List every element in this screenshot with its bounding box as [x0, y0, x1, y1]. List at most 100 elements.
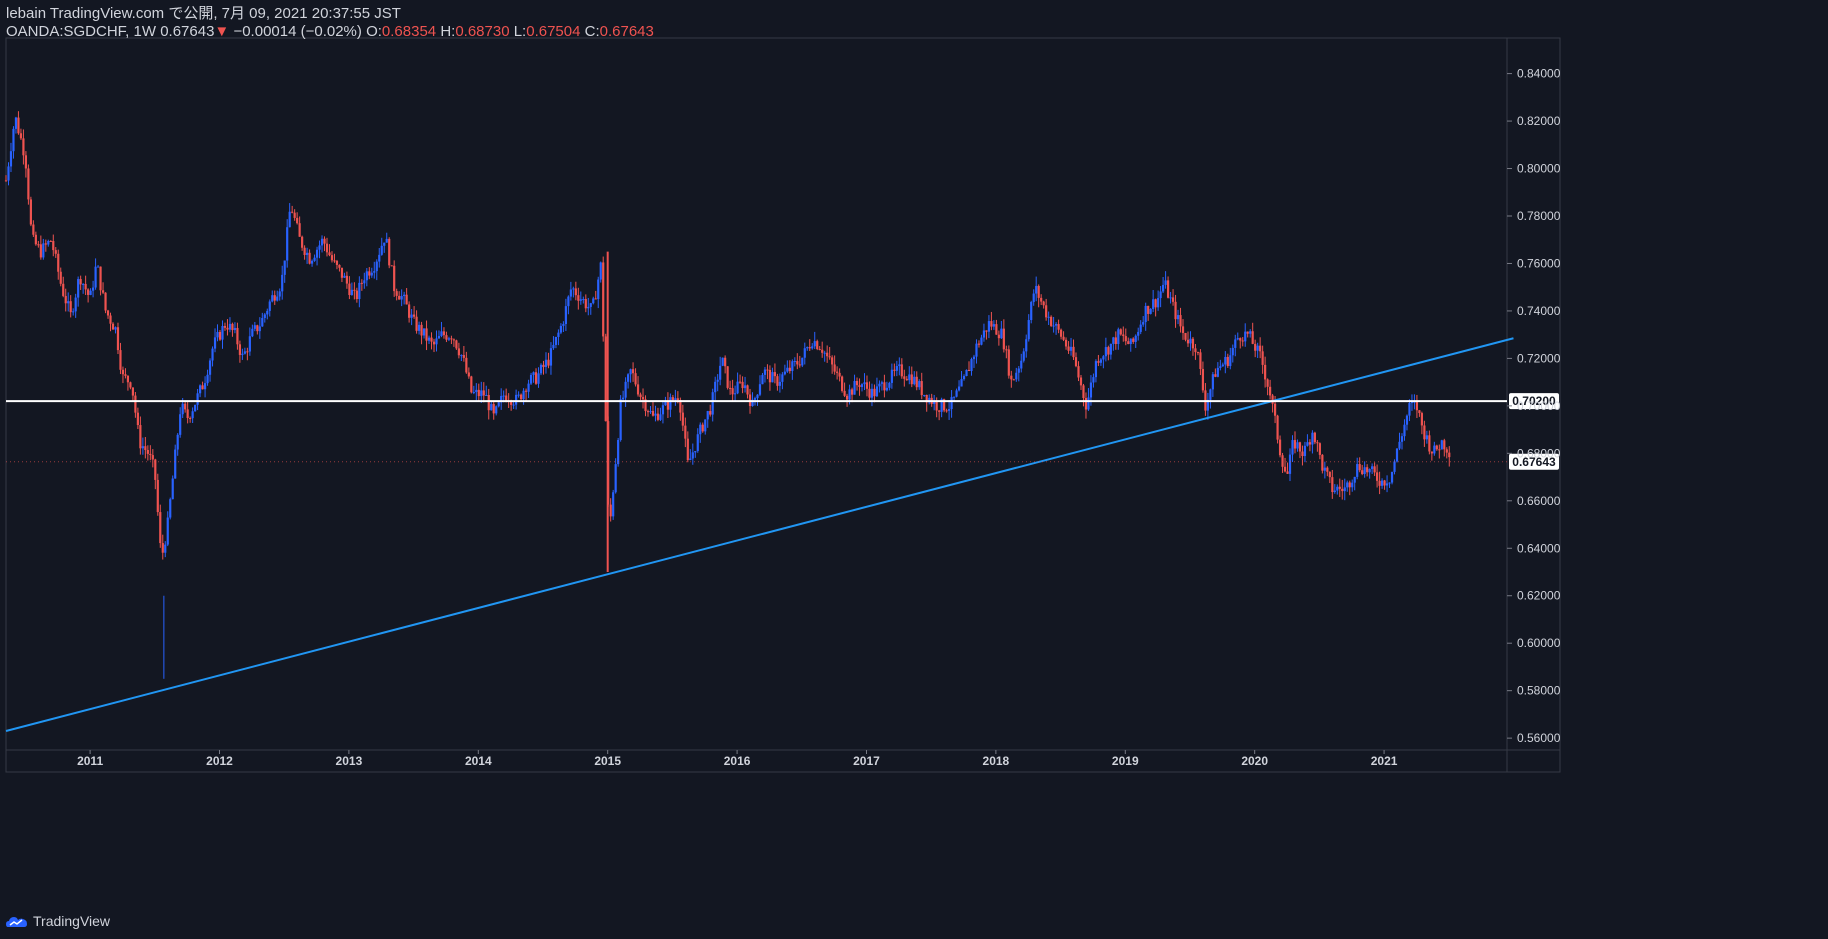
symbol-label[interactable]: OANDA:SGDCHF, 1W: [6, 23, 157, 40]
candle-body: [719, 365, 722, 380]
candle-body: [472, 392, 475, 394]
candle-body: [54, 250, 57, 254]
candle-body: [1331, 477, 1334, 493]
candle-body: [1234, 339, 1237, 348]
candle-body: [1428, 435, 1431, 452]
footer-branding[interactable]: TradingView: [6, 913, 110, 929]
candle-body: [380, 245, 383, 255]
candle-body: [537, 373, 540, 384]
candle-body: [614, 464, 617, 493]
candle-body: [1189, 338, 1192, 344]
candle-body: [649, 410, 652, 413]
candle-body: [1420, 413, 1423, 426]
candle-body: [1132, 338, 1135, 342]
y-tick-label: 0.82000: [1517, 114, 1561, 128]
candle-body: [1052, 325, 1055, 327]
candle-body: [1383, 480, 1386, 486]
candle-body: [913, 376, 916, 385]
trendline[interactable]: [5, 337, 1514, 732]
candle-body: [524, 390, 528, 392]
candle-body: [1368, 469, 1371, 473]
candle-body: [281, 274, 284, 292]
candle-body: [375, 261, 378, 272]
candle-body: [801, 357, 804, 366]
candle-body: [1162, 284, 1165, 292]
candle-body: [1012, 379, 1015, 381]
candle-body: [447, 338, 451, 340]
time-axis[interactable]: 2011 2012 2013 2014 2015 2016 2017 2018 2019 2020…: [77, 750, 1398, 768]
candle-body: [422, 328, 426, 336]
candle-body: [622, 397, 625, 400]
candle-body: [442, 331, 446, 336]
candle-body: [1226, 356, 1229, 367]
candle-body: [1062, 336, 1065, 340]
candle-body: [925, 394, 928, 403]
candle-body: [604, 336, 607, 422]
candle-body: [96, 266, 100, 268]
candle-body: [960, 379, 963, 387]
candle-body: [1390, 471, 1394, 483]
candle-body: [487, 394, 490, 411]
chart-frame: [5, 37, 1561, 773]
candle-body: [166, 517, 169, 545]
candle-body: [841, 376, 844, 391]
candle-body: [1318, 443, 1321, 455]
candle-body: [271, 295, 274, 302]
candle-body: [482, 390, 485, 396]
candle-body: [798, 364, 801, 366]
x-tick-label: 2016: [724, 754, 751, 768]
candle-body: [1152, 299, 1155, 309]
candle-body: [335, 260, 339, 265]
candle-body: [1393, 461, 1396, 472]
candle-body: [721, 357, 724, 366]
candle-body: [455, 340, 458, 349]
candle-body: [1149, 308, 1152, 314]
candle-body: [1281, 455, 1284, 467]
candle-body: [136, 412, 139, 426]
candle-body: [1353, 476, 1356, 483]
candle-body: [216, 331, 219, 338]
candle-body: [1376, 472, 1379, 481]
candle-body: [345, 275, 349, 284]
candle-body: [1164, 280, 1167, 285]
candle-body: [636, 384, 640, 395]
candle-body: [549, 348, 553, 366]
candle-body: [1040, 297, 1043, 302]
candle-body: [221, 326, 224, 340]
candle-body: [400, 296, 403, 300]
candle-body: [462, 355, 465, 358]
candle-body: [1264, 364, 1267, 380]
candle-body: [1256, 345, 1259, 351]
candle-body: [174, 449, 177, 479]
candle-body: [694, 450, 697, 453]
candle-body: [831, 357, 834, 365]
candle-body: [253, 325, 256, 329]
candle-body: [893, 369, 896, 371]
candle-body: [803, 348, 806, 358]
candle-body: [519, 394, 523, 400]
candle-body: [559, 325, 563, 333]
candle-body: [1194, 348, 1197, 353]
candle-body: [1216, 367, 1219, 377]
candle-body: [432, 341, 436, 345]
candle-body: [654, 413, 657, 416]
candle-body: [1144, 305, 1147, 323]
candle-body: [116, 327, 120, 351]
candle-body: [943, 399, 946, 411]
candle-body: [1395, 448, 1399, 462]
close-value: 0.67643: [599, 23, 654, 40]
price-axis[interactable]: 0.56000 0.58000 0.60000 0.62000 0.64000 0.660…: [1507, 67, 1561, 746]
candle-body: [547, 359, 550, 366]
candle-body: [778, 381, 781, 386]
candle-body: [330, 255, 334, 261]
candle-body: [1084, 398, 1088, 410]
candle-body: [1259, 345, 1262, 352]
candle-body: [1229, 355, 1232, 367]
candle-body: [597, 279, 600, 300]
open-label: O:: [366, 23, 382, 40]
candle-body: [1398, 441, 1401, 449]
candle-body: [1005, 349, 1008, 351]
candle-body: [1099, 359, 1102, 363]
candle-body: [37, 244, 40, 246]
